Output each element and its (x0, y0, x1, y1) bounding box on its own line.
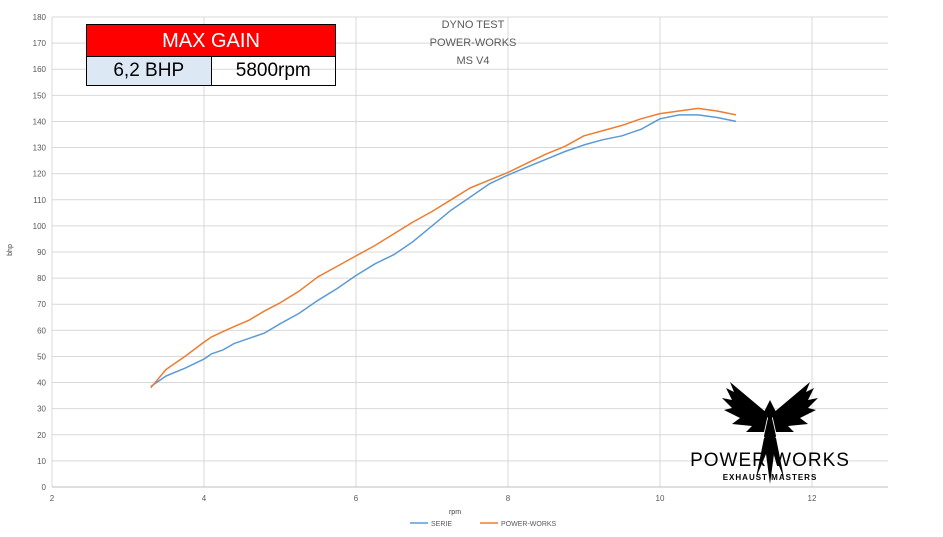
x-tick-label: 8 (506, 494, 511, 503)
legend-label: POWER-WORKS (501, 521, 557, 528)
y-tick-label: 120 (33, 170, 47, 179)
y-tick-label: 0 (42, 483, 47, 492)
series-line-1 (150, 107, 737, 389)
y-tick-label: 140 (33, 117, 47, 126)
series-layer (150, 107, 737, 389)
y-tick-label: 40 (37, 379, 46, 388)
x-tick-label: 12 (808, 494, 817, 503)
grid-layer (51, 16, 888, 488)
gain-rpm-value: 5800rpm (235, 60, 311, 81)
y-tick-label: 100 (33, 222, 47, 231)
series-line-0 (150, 114, 737, 388)
logo-sub-text: EXHAUST MASTERS (723, 473, 818, 482)
y-tick-label: 10 (37, 457, 46, 466)
y-tick-label: 30 (37, 405, 46, 414)
y-tick-label: 130 (33, 144, 47, 153)
max-gain-box: MAX GAIN 6,2 BHP 5800rpm (86, 24, 336, 86)
max-gain-header: MAX GAIN (87, 25, 335, 57)
y-tick-label: 90 (37, 248, 46, 257)
legend: SERIE POWER-WORKS (410, 521, 557, 528)
title-line-1: DYNO TEST (442, 19, 505, 31)
title-line-3: MS V4 (456, 55, 489, 67)
y-tick-label: 50 (37, 352, 46, 361)
y-tick-label: 70 (37, 300, 46, 309)
x-tick-label: 6 (354, 494, 359, 503)
y-tick-label: 180 (33, 13, 47, 22)
title-line-2: POWER-WORKS (430, 37, 517, 49)
y-tick-label: 170 (33, 39, 47, 48)
axis-layer: 0 10 20 30 40 50 60 70 80 90 100 110 120 130 140 150 160… (33, 13, 888, 503)
x-axis-title: rpm (449, 509, 461, 516)
legend-label: SERIE (431, 521, 452, 528)
y-tick-label: 110 (33, 196, 46, 205)
y-tick-label: 80 (37, 274, 46, 283)
phoenix-icon (722, 382, 818, 484)
x-tick-label: 4 (202, 494, 207, 503)
max-gain-values: 6,2 BHP 5800rpm (87, 57, 335, 85)
chart-title: DYNO TEST POWER-WORKS MS V4 (430, 19, 517, 67)
y-tick-label: 160 (33, 65, 47, 74)
power-works-logo: POWER WORKS EXHAUST MASTERS (690, 382, 850, 484)
y-tick-label: 60 (37, 326, 46, 335)
x-tick-label: 10 (656, 494, 665, 503)
x-tick-label: 2 (50, 494, 55, 503)
y-tick-label: 150 (33, 91, 47, 100)
logo-main-text: POWER WORKS (690, 450, 850, 471)
y-axis-title: bhp (7, 244, 14, 256)
gain-bhp-value: 6,2 BHP (87, 57, 212, 85)
y-tick-label: 20 (37, 431, 46, 440)
